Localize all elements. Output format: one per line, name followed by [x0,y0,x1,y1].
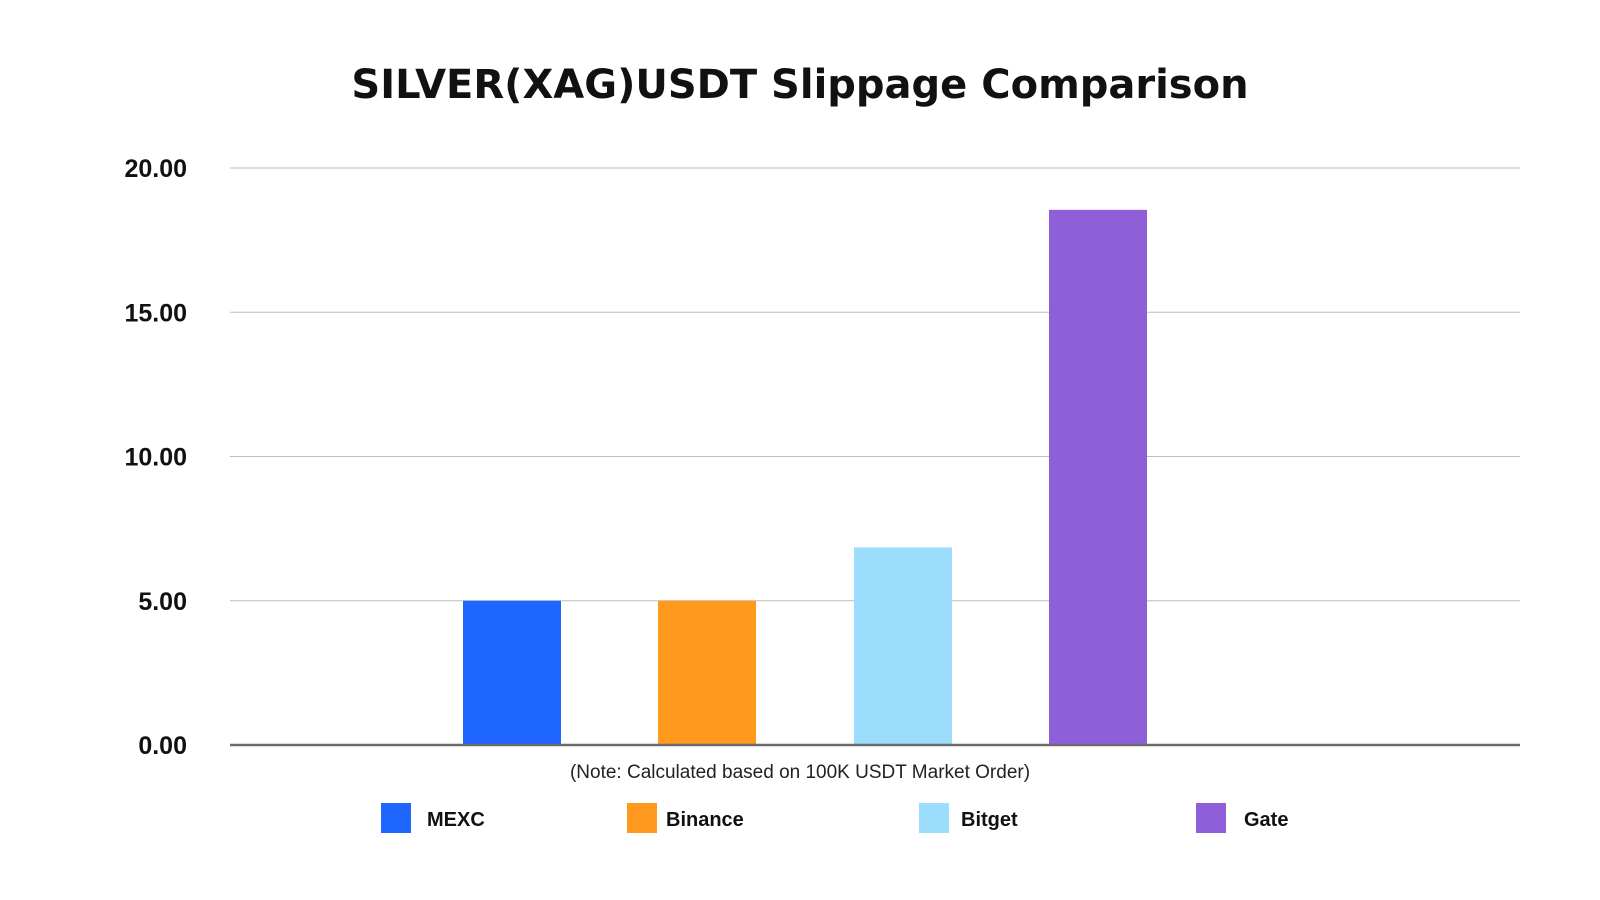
bar-gate [1049,209,1147,745]
legend-label-mexc: MEXC [427,809,485,831]
bar-binance [658,600,756,745]
y-tick-label: 0.00 [138,732,187,760]
legend-swatch-gate [1196,803,1226,833]
bar-mexc [463,600,561,745]
bars [463,209,1147,745]
y-tick-label: 20.00 [124,155,187,183]
legend: MEXC Binance Bitget Gate [381,803,1288,833]
legend-swatch-bitget [919,803,949,833]
legend-label-gate: Gate [1244,809,1288,831]
legend-swatch-binance [627,803,657,833]
legend-label-bitget: Bitget [961,809,1018,831]
y-tick-label: 5.00 [138,588,187,616]
y-tick-label: 15.00 [124,299,187,327]
y-tick-label: 10.00 [124,444,187,472]
chart-title: SILVER(XAG)USDT Slippage Comparison [351,62,1248,108]
legend-label-binance: Binance [666,809,744,831]
bar-bitget [854,547,952,745]
chart-note: (Note: Calculated based on 100K USDT Mar… [570,762,1030,783]
gridlines [230,167,1520,602]
legend-swatch-mexc [381,803,411,833]
y-axis-tick-labels: 0.00 5.00 10.00 15.00 20.00 [124,155,187,760]
